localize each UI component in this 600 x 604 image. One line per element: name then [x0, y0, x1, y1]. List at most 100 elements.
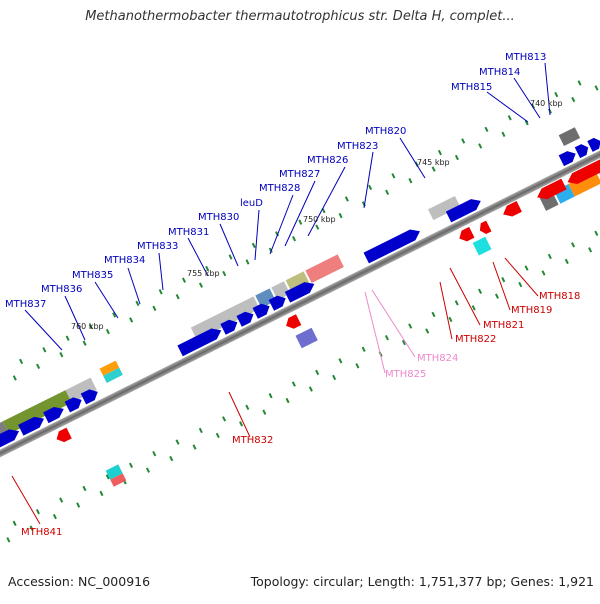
leader-line [11, 475, 41, 525]
feature-block [271, 281, 291, 300]
tick-mark [112, 312, 117, 318]
leader-line [449, 267, 481, 326]
gene-label[interactable]: MTH820 [365, 126, 406, 137]
genome-summary-text: Topology: circular; Length: 1,751,377 bp… [250, 574, 594, 589]
gene-label[interactable]: MTH813 [505, 52, 546, 63]
tick-mark [245, 259, 250, 265]
tick-mark [524, 120, 529, 126]
tick-mark [361, 346, 366, 352]
tick-mark [12, 375, 17, 381]
gene-label[interactable]: MTH841 [21, 527, 62, 538]
tick-mark [262, 409, 267, 415]
gene-label[interactable]: MTH825 [385, 369, 426, 380]
tick-mark [222, 270, 227, 277]
gene-arrow [284, 282, 315, 303]
tick-mark [391, 173, 396, 179]
gene-label[interactable]: MTH831 [168, 227, 209, 238]
tick-mark [338, 212, 343, 219]
gene-arrow [252, 303, 270, 319]
gene-label[interactable]: MTH814 [479, 67, 520, 78]
tick-mark [564, 258, 569, 265]
feature-block [105, 464, 123, 480]
gene-label[interactable]: MTH821 [483, 320, 524, 331]
tick-mark [425, 328, 430, 334]
tick-mark [332, 374, 337, 381]
gene-arrow [236, 311, 254, 327]
tick-mark [145, 467, 150, 473]
tick-mark [448, 316, 453, 323]
gene-label[interactable]: MTH833 [137, 241, 178, 252]
leader-line [254, 209, 260, 261]
tick-mark [175, 439, 180, 445]
gene-label[interactable]: MTH837 [5, 299, 46, 310]
tick-mark [384, 334, 389, 341]
tick-mark [129, 317, 134, 323]
tick-mark [35, 508, 40, 515]
tick-mark [588, 247, 593, 253]
tick-mark [478, 288, 483, 294]
tick-mark [594, 85, 599, 91]
gene-arrow [177, 328, 222, 357]
tick-mark [268, 247, 273, 254]
gene-label[interactable]: MTH835 [72, 270, 113, 281]
gene-arrow [56, 427, 72, 443]
gene-label[interactable]: MTH823 [337, 141, 378, 152]
gene-label[interactable]: MTH824 [417, 353, 458, 364]
gene-arrow [363, 229, 420, 264]
tick-mark [454, 300, 459, 306]
leader-line [127, 267, 141, 305]
tick-mark [181, 277, 186, 283]
feature-block [285, 271, 310, 293]
tick-mark [285, 397, 290, 404]
gene-label[interactable]: MTH826 [307, 155, 348, 166]
gene-label[interactable]: MTH828 [259, 183, 300, 194]
tick-mark [431, 311, 436, 318]
gene-label[interactable]: MTH834 [104, 255, 145, 266]
tick-mark [338, 358, 343, 364]
tick-mark [501, 276, 506, 283]
tick-mark [431, 166, 436, 172]
tick-mark [315, 369, 320, 376]
tick-mark [494, 293, 500, 299]
tick-mark [222, 416, 227, 422]
tick-mark [344, 196, 349, 202]
feature-block [558, 127, 581, 147]
genome-backbone [0, 76, 600, 530]
tick-mark [88, 323, 93, 330]
tick-mark [36, 363, 41, 370]
label-leaders [11, 62, 551, 525]
gene-labels: MTH813 MTH814 MTH815 MTH820 MTH823 MTH82… [5, 52, 580, 538]
tick-mark [292, 236, 297, 242]
feature-block [2, 390, 72, 434]
tick-mark [554, 91, 559, 98]
tick-mark [152, 450, 157, 457]
tick-mark [461, 138, 466, 144]
leader-line [158, 252, 164, 291]
tick-mark [215, 432, 220, 439]
leader-line [439, 281, 453, 340]
tick-mark [385, 189, 390, 196]
tick-mark [298, 219, 303, 225]
gene-label[interactable]: MTH815 [451, 82, 492, 93]
tick-mark [105, 474, 110, 480]
gene-label[interactable]: MTH832 [232, 435, 273, 446]
tick-mark [82, 340, 87, 346]
leader-line [284, 180, 316, 247]
gene-label[interactable]: MTH836 [41, 284, 82, 295]
tick-mark [471, 305, 476, 311]
tick-mark [315, 224, 320, 230]
gene-label[interactable]: MTH822 [455, 334, 496, 345]
gene-arrow [587, 137, 600, 152]
gene-label[interactable]: MTH818 [539, 291, 580, 302]
tick-mark [571, 242, 576, 248]
gene-label[interactable]: MTH819 [511, 305, 552, 316]
gene-label[interactable]: MTH827 [279, 169, 320, 180]
gene-arrow [43, 407, 64, 424]
gene-label[interactable]: MTH830 [198, 212, 239, 223]
tick-mark [408, 178, 413, 184]
gene-label[interactable]: leuD [240, 198, 263, 209]
tick-mark [541, 270, 546, 276]
leader-line [363, 151, 374, 209]
accession-text: Accession: NC_000916 [8, 574, 151, 589]
feature-block [295, 327, 318, 349]
